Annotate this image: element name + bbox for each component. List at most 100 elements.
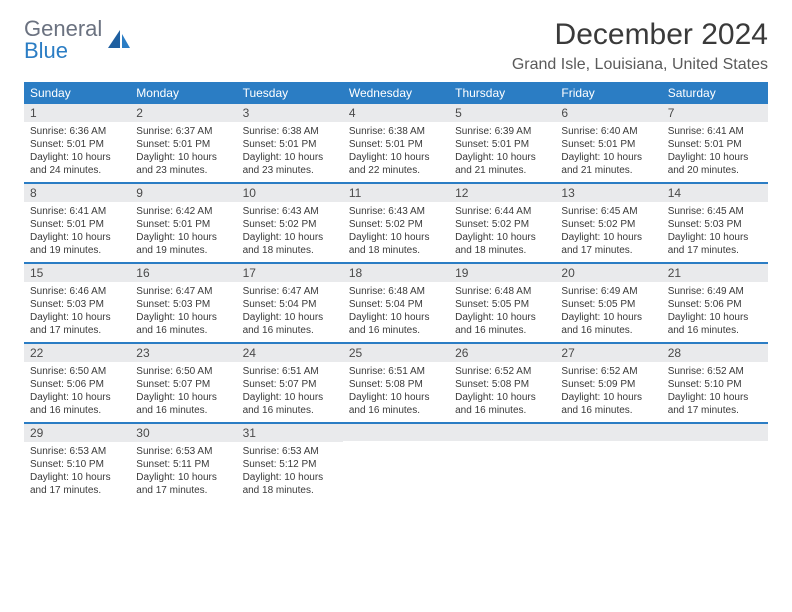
day-body: Sunrise: 6:38 AMSunset: 5:01 PMDaylight:… (237, 122, 343, 182)
day-body: Sunrise: 6:39 AMSunset: 5:01 PMDaylight:… (449, 122, 555, 182)
day-number (343, 424, 449, 441)
sunset-text: Sunset: 5:01 PM (136, 138, 230, 151)
calendar-page: General Blue December 2024 Grand Isle, L… (0, 0, 792, 502)
day-body (343, 441, 449, 497)
daylight-text: Daylight: 10 hours and 16 minutes. (349, 311, 443, 337)
daylight-text: Daylight: 10 hours and 21 minutes. (455, 151, 549, 177)
day-cell: 25Sunrise: 6:51 AMSunset: 5:08 PMDayligh… (343, 344, 449, 422)
sunrise-text: Sunrise: 6:45 AM (668, 205, 762, 218)
day-body: Sunrise: 6:52 AMSunset: 5:09 PMDaylight:… (555, 362, 661, 422)
dayhead-tuesday: Tuesday (237, 82, 343, 104)
sunrise-text: Sunrise: 6:49 AM (561, 285, 655, 298)
sunset-text: Sunset: 5:05 PM (455, 298, 549, 311)
day-number: 29 (24, 424, 130, 442)
logo-sail-icon (106, 28, 132, 54)
sunset-text: Sunset: 5:09 PM (561, 378, 655, 391)
day-cell: 24Sunrise: 6:51 AMSunset: 5:07 PMDayligh… (237, 344, 343, 422)
day-number: 8 (24, 184, 130, 202)
day-cell: 11Sunrise: 6:43 AMSunset: 5:02 PMDayligh… (343, 184, 449, 262)
sunrise-text: Sunrise: 6:43 AM (349, 205, 443, 218)
day-cell: 5Sunrise: 6:39 AMSunset: 5:01 PMDaylight… (449, 104, 555, 182)
daylight-text: Daylight: 10 hours and 16 minutes. (30, 391, 124, 417)
sunset-text: Sunset: 5:11 PM (136, 458, 230, 471)
sunset-text: Sunset: 5:01 PM (349, 138, 443, 151)
dayhead-thursday: Thursday (449, 82, 555, 104)
day-cell: 29Sunrise: 6:53 AMSunset: 5:10 PMDayligh… (24, 424, 130, 502)
calendar: SundayMondayTuesdayWednesdayThursdayFrid… (24, 82, 768, 502)
sunrise-text: Sunrise: 6:50 AM (136, 365, 230, 378)
sunset-text: Sunset: 5:01 PM (561, 138, 655, 151)
day-body: Sunrise: 6:50 AMSunset: 5:06 PMDaylight:… (24, 362, 130, 422)
day-number: 15 (24, 264, 130, 282)
day-number: 22 (24, 344, 130, 362)
day-number (662, 424, 768, 441)
sunrise-text: Sunrise: 6:44 AM (455, 205, 549, 218)
day-cell: 23Sunrise: 6:50 AMSunset: 5:07 PMDayligh… (130, 344, 236, 422)
sunset-text: Sunset: 5:01 PM (30, 138, 124, 151)
day-number: 27 (555, 344, 661, 362)
day-cell: 26Sunrise: 6:52 AMSunset: 5:08 PMDayligh… (449, 344, 555, 422)
sunset-text: Sunset: 5:06 PM (30, 378, 124, 391)
day-number: 6 (555, 104, 661, 122)
sunset-text: Sunset: 5:01 PM (243, 138, 337, 151)
daylight-text: Daylight: 10 hours and 18 minutes. (243, 471, 337, 497)
daylight-text: Daylight: 10 hours and 23 minutes. (136, 151, 230, 177)
weeks-container: 1Sunrise: 6:36 AMSunset: 5:01 PMDaylight… (24, 104, 768, 502)
sunrise-text: Sunrise: 6:51 AM (349, 365, 443, 378)
day-cell: 16Sunrise: 6:47 AMSunset: 5:03 PMDayligh… (130, 264, 236, 342)
daylight-text: Daylight: 10 hours and 18 minutes. (349, 231, 443, 257)
sunrise-text: Sunrise: 6:53 AM (30, 445, 124, 458)
daylight-text: Daylight: 10 hours and 16 minutes. (668, 311, 762, 337)
daylight-text: Daylight: 10 hours and 16 minutes. (243, 391, 337, 417)
sunset-text: Sunset: 5:04 PM (243, 298, 337, 311)
dayhead-monday: Monday (130, 82, 236, 104)
day-number: 16 (130, 264, 236, 282)
sunrise-text: Sunrise: 6:53 AM (243, 445, 337, 458)
sunrise-text: Sunrise: 6:48 AM (455, 285, 549, 298)
daylight-text: Daylight: 10 hours and 20 minutes. (668, 151, 762, 177)
sunset-text: Sunset: 5:03 PM (668, 218, 762, 231)
day-body: Sunrise: 6:40 AMSunset: 5:01 PMDaylight:… (555, 122, 661, 182)
sunset-text: Sunset: 5:08 PM (349, 378, 443, 391)
sunset-text: Sunset: 5:04 PM (349, 298, 443, 311)
day-body (662, 441, 768, 497)
sunset-text: Sunset: 5:01 PM (455, 138, 549, 151)
daylight-text: Daylight: 10 hours and 21 minutes. (561, 151, 655, 177)
day-body: Sunrise: 6:52 AMSunset: 5:10 PMDaylight:… (662, 362, 768, 422)
day-number: 10 (237, 184, 343, 202)
day-number: 2 (130, 104, 236, 122)
day-cell: 30Sunrise: 6:53 AMSunset: 5:11 PMDayligh… (130, 424, 236, 502)
daylight-text: Daylight: 10 hours and 23 minutes. (243, 151, 337, 177)
day-cell: 21Sunrise: 6:49 AMSunset: 5:06 PMDayligh… (662, 264, 768, 342)
day-number: 19 (449, 264, 555, 282)
daylight-text: Daylight: 10 hours and 17 minutes. (30, 471, 124, 497)
sunrise-text: Sunrise: 6:47 AM (136, 285, 230, 298)
daylight-text: Daylight: 10 hours and 17 minutes. (136, 471, 230, 497)
daylight-text: Daylight: 10 hours and 17 minutes. (668, 391, 762, 417)
sunrise-text: Sunrise: 6:36 AM (30, 125, 124, 138)
daylight-text: Daylight: 10 hours and 16 minutes. (561, 391, 655, 417)
day-body: Sunrise: 6:41 AMSunset: 5:01 PMDaylight:… (662, 122, 768, 182)
day-cell: 4Sunrise: 6:38 AMSunset: 5:01 PMDaylight… (343, 104, 449, 182)
day-body: Sunrise: 6:49 AMSunset: 5:06 PMDaylight:… (662, 282, 768, 342)
logo: General Blue (24, 18, 132, 62)
day-number: 1 (24, 104, 130, 122)
day-body: Sunrise: 6:51 AMSunset: 5:07 PMDaylight:… (237, 362, 343, 422)
week-row: 1Sunrise: 6:36 AMSunset: 5:01 PMDaylight… (24, 104, 768, 184)
sunset-text: Sunset: 5:03 PM (136, 298, 230, 311)
sunset-text: Sunset: 5:03 PM (30, 298, 124, 311)
day-body (555, 441, 661, 497)
day-cell: 2Sunrise: 6:37 AMSunset: 5:01 PMDaylight… (130, 104, 236, 182)
sunrise-text: Sunrise: 6:50 AM (30, 365, 124, 378)
dayhead-friday: Friday (555, 82, 661, 104)
day-body: Sunrise: 6:46 AMSunset: 5:03 PMDaylight:… (24, 282, 130, 342)
dayhead-saturday: Saturday (662, 82, 768, 104)
empty-cell (555, 424, 661, 502)
day-number: 7 (662, 104, 768, 122)
day-cell: 13Sunrise: 6:45 AMSunset: 5:02 PMDayligh… (555, 184, 661, 262)
day-cell: 3Sunrise: 6:38 AMSunset: 5:01 PMDaylight… (237, 104, 343, 182)
day-number: 24 (237, 344, 343, 362)
day-number: 23 (130, 344, 236, 362)
daylight-text: Daylight: 10 hours and 16 minutes. (455, 391, 549, 417)
week-row: 22Sunrise: 6:50 AMSunset: 5:06 PMDayligh… (24, 344, 768, 424)
